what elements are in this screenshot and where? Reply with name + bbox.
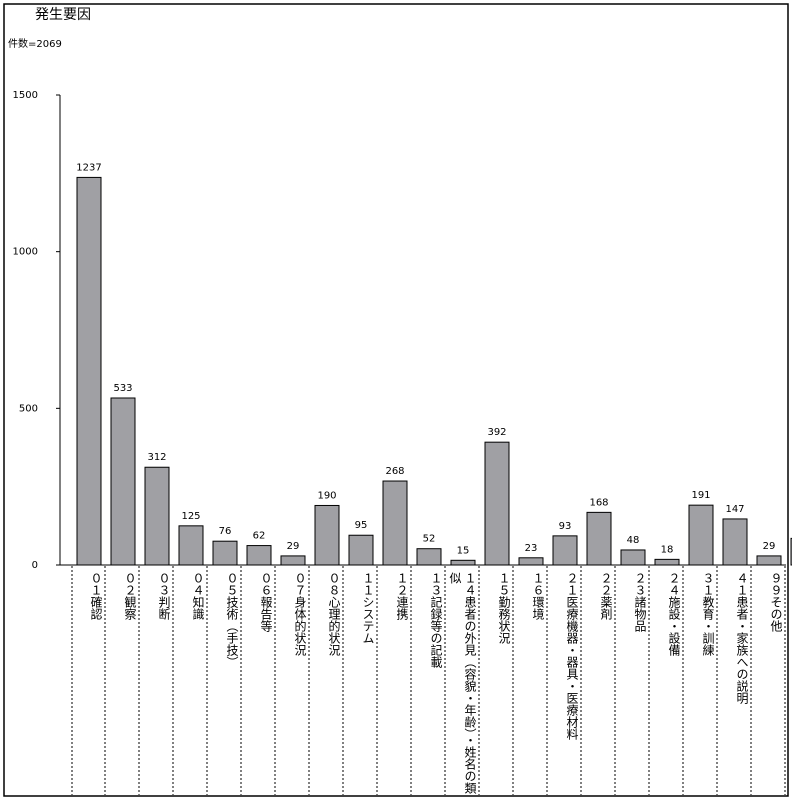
- value-label: 93: [559, 521, 572, 532]
- bar: [484, 441, 510, 566]
- value-label: 168: [589, 497, 608, 508]
- x-tick-label: ０７身体的状況: [293, 572, 307, 656]
- value-label: 52: [423, 534, 436, 545]
- x-tick-label: １４患者の外見（容貌・年齢）・姓名の類似: [448, 572, 477, 794]
- value-label: 23: [525, 543, 538, 554]
- y-tick-label: 1500: [13, 90, 38, 101]
- value-label: 191: [691, 490, 710, 501]
- x-tick-label: ０５技術（手技）: [225, 572, 239, 668]
- frame: [3, 3, 789, 797]
- bar: [518, 557, 544, 566]
- value-label: 76: [219, 526, 232, 537]
- x-tick-label: ４１患者・家族への説明: [735, 572, 749, 704]
- value-label: 18: [661, 544, 674, 555]
- chart-subtitle: 件数=2069: [8, 37, 62, 50]
- bar: [722, 518, 748, 566]
- value-label: 392: [487, 427, 506, 438]
- x-tick-label: ２４施設・設備: [667, 572, 681, 656]
- value-label: 29: [763, 541, 776, 552]
- value-label: 95: [355, 520, 368, 531]
- bar: [76, 176, 102, 566]
- bar: [654, 558, 680, 566]
- bar: [348, 534, 374, 566]
- x-tick-label: ０８心理的状況: [327, 572, 341, 656]
- bar: [110, 397, 136, 566]
- bar: [450, 559, 476, 566]
- value-label: 312: [147, 452, 166, 463]
- x-tick-label: ０３判断: [157, 572, 171, 620]
- bar: [382, 480, 408, 566]
- x-tick-label: 無回答: [787, 572, 792, 796]
- value-label: 29: [287, 541, 300, 552]
- bar: [144, 466, 170, 566]
- x-tick-label: ０１確認: [89, 572, 103, 620]
- value-label: 147: [725, 504, 744, 515]
- value-label: 125: [181, 511, 200, 522]
- x-tick-label: ０６報告等: [259, 572, 273, 632]
- x-tick-label: １６環境: [531, 572, 545, 620]
- x-tick-label: ２１医療機器・器具・医療材料: [565, 572, 579, 740]
- x-tick-label: ２３諸物品: [633, 572, 647, 632]
- x-tick-label: ３１教育・訓練: [701, 572, 715, 656]
- bar: [212, 540, 238, 566]
- x-tick-label: ０２観察: [123, 572, 137, 620]
- value-label: 62: [253, 531, 266, 542]
- x-tick-label: １１システム: [361, 572, 375, 644]
- x-tick-label: ９９その他: [769, 572, 783, 632]
- x-tick-label: １２連携: [395, 572, 409, 620]
- chart-title: 発生要因: [35, 7, 91, 23]
- value-label: 15: [457, 545, 470, 556]
- y-tick-label: 1000: [13, 247, 38, 258]
- x-tick-label: ２２薬剤: [599, 572, 613, 620]
- value-label: 48: [627, 535, 640, 546]
- bar: [688, 504, 714, 566]
- value-label: 268: [385, 466, 404, 477]
- bar: [620, 549, 646, 566]
- bar: [552, 535, 578, 566]
- bar: [314, 504, 340, 566]
- bar: [756, 555, 782, 566]
- bar: [586, 511, 612, 566]
- value-label: 1237: [76, 162, 101, 173]
- y-tick-label: 0: [32, 560, 38, 571]
- value-label: 190: [317, 490, 336, 501]
- x-tick-label: １５勤務状況: [497, 572, 511, 644]
- y-tick-label: 500: [19, 403, 38, 414]
- bar: [280, 555, 306, 566]
- bar: [416, 548, 442, 566]
- value-label: 533: [113, 383, 132, 394]
- bar: [178, 525, 204, 566]
- x-tick-label: ０４知識: [191, 572, 205, 620]
- x-tick-label: １３記録等の記載: [429, 572, 443, 668]
- bar: [246, 545, 272, 566]
